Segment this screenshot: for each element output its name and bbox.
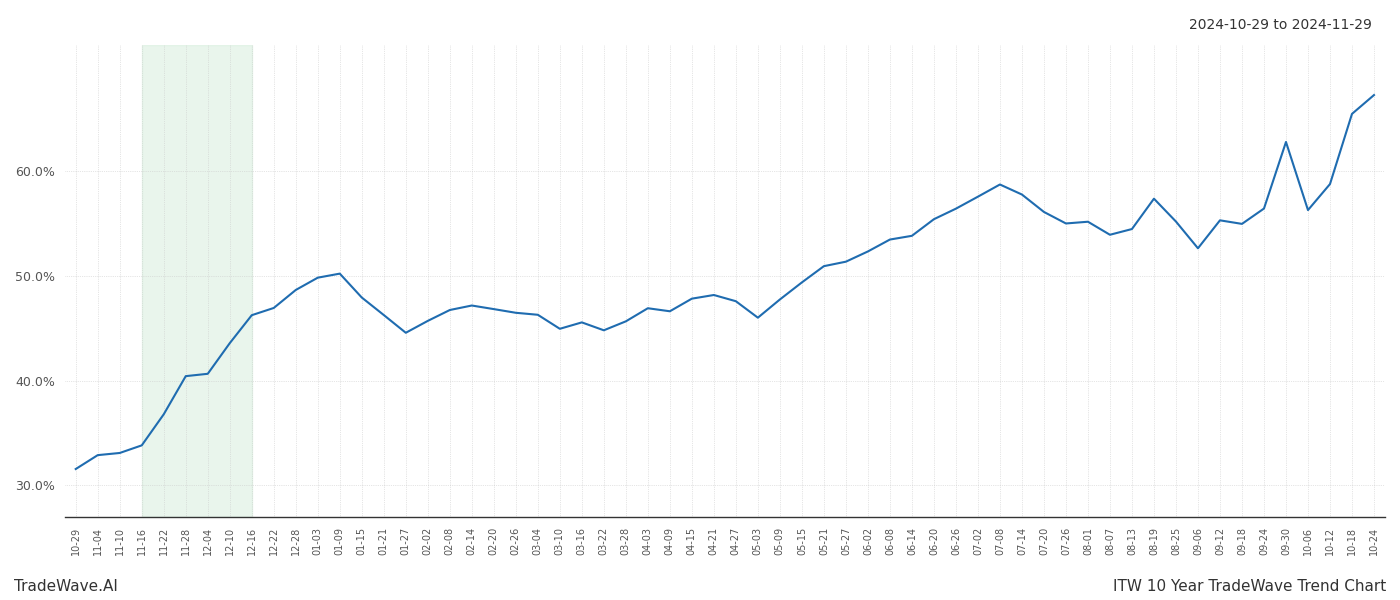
Text: ITW 10 Year TradeWave Trend Chart: ITW 10 Year TradeWave Trend Chart	[1113, 579, 1386, 594]
Text: 2024-10-29 to 2024-11-29: 2024-10-29 to 2024-11-29	[1189, 18, 1372, 32]
Text: TradeWave.AI: TradeWave.AI	[14, 579, 118, 594]
Bar	[141, 45, 252, 517]
